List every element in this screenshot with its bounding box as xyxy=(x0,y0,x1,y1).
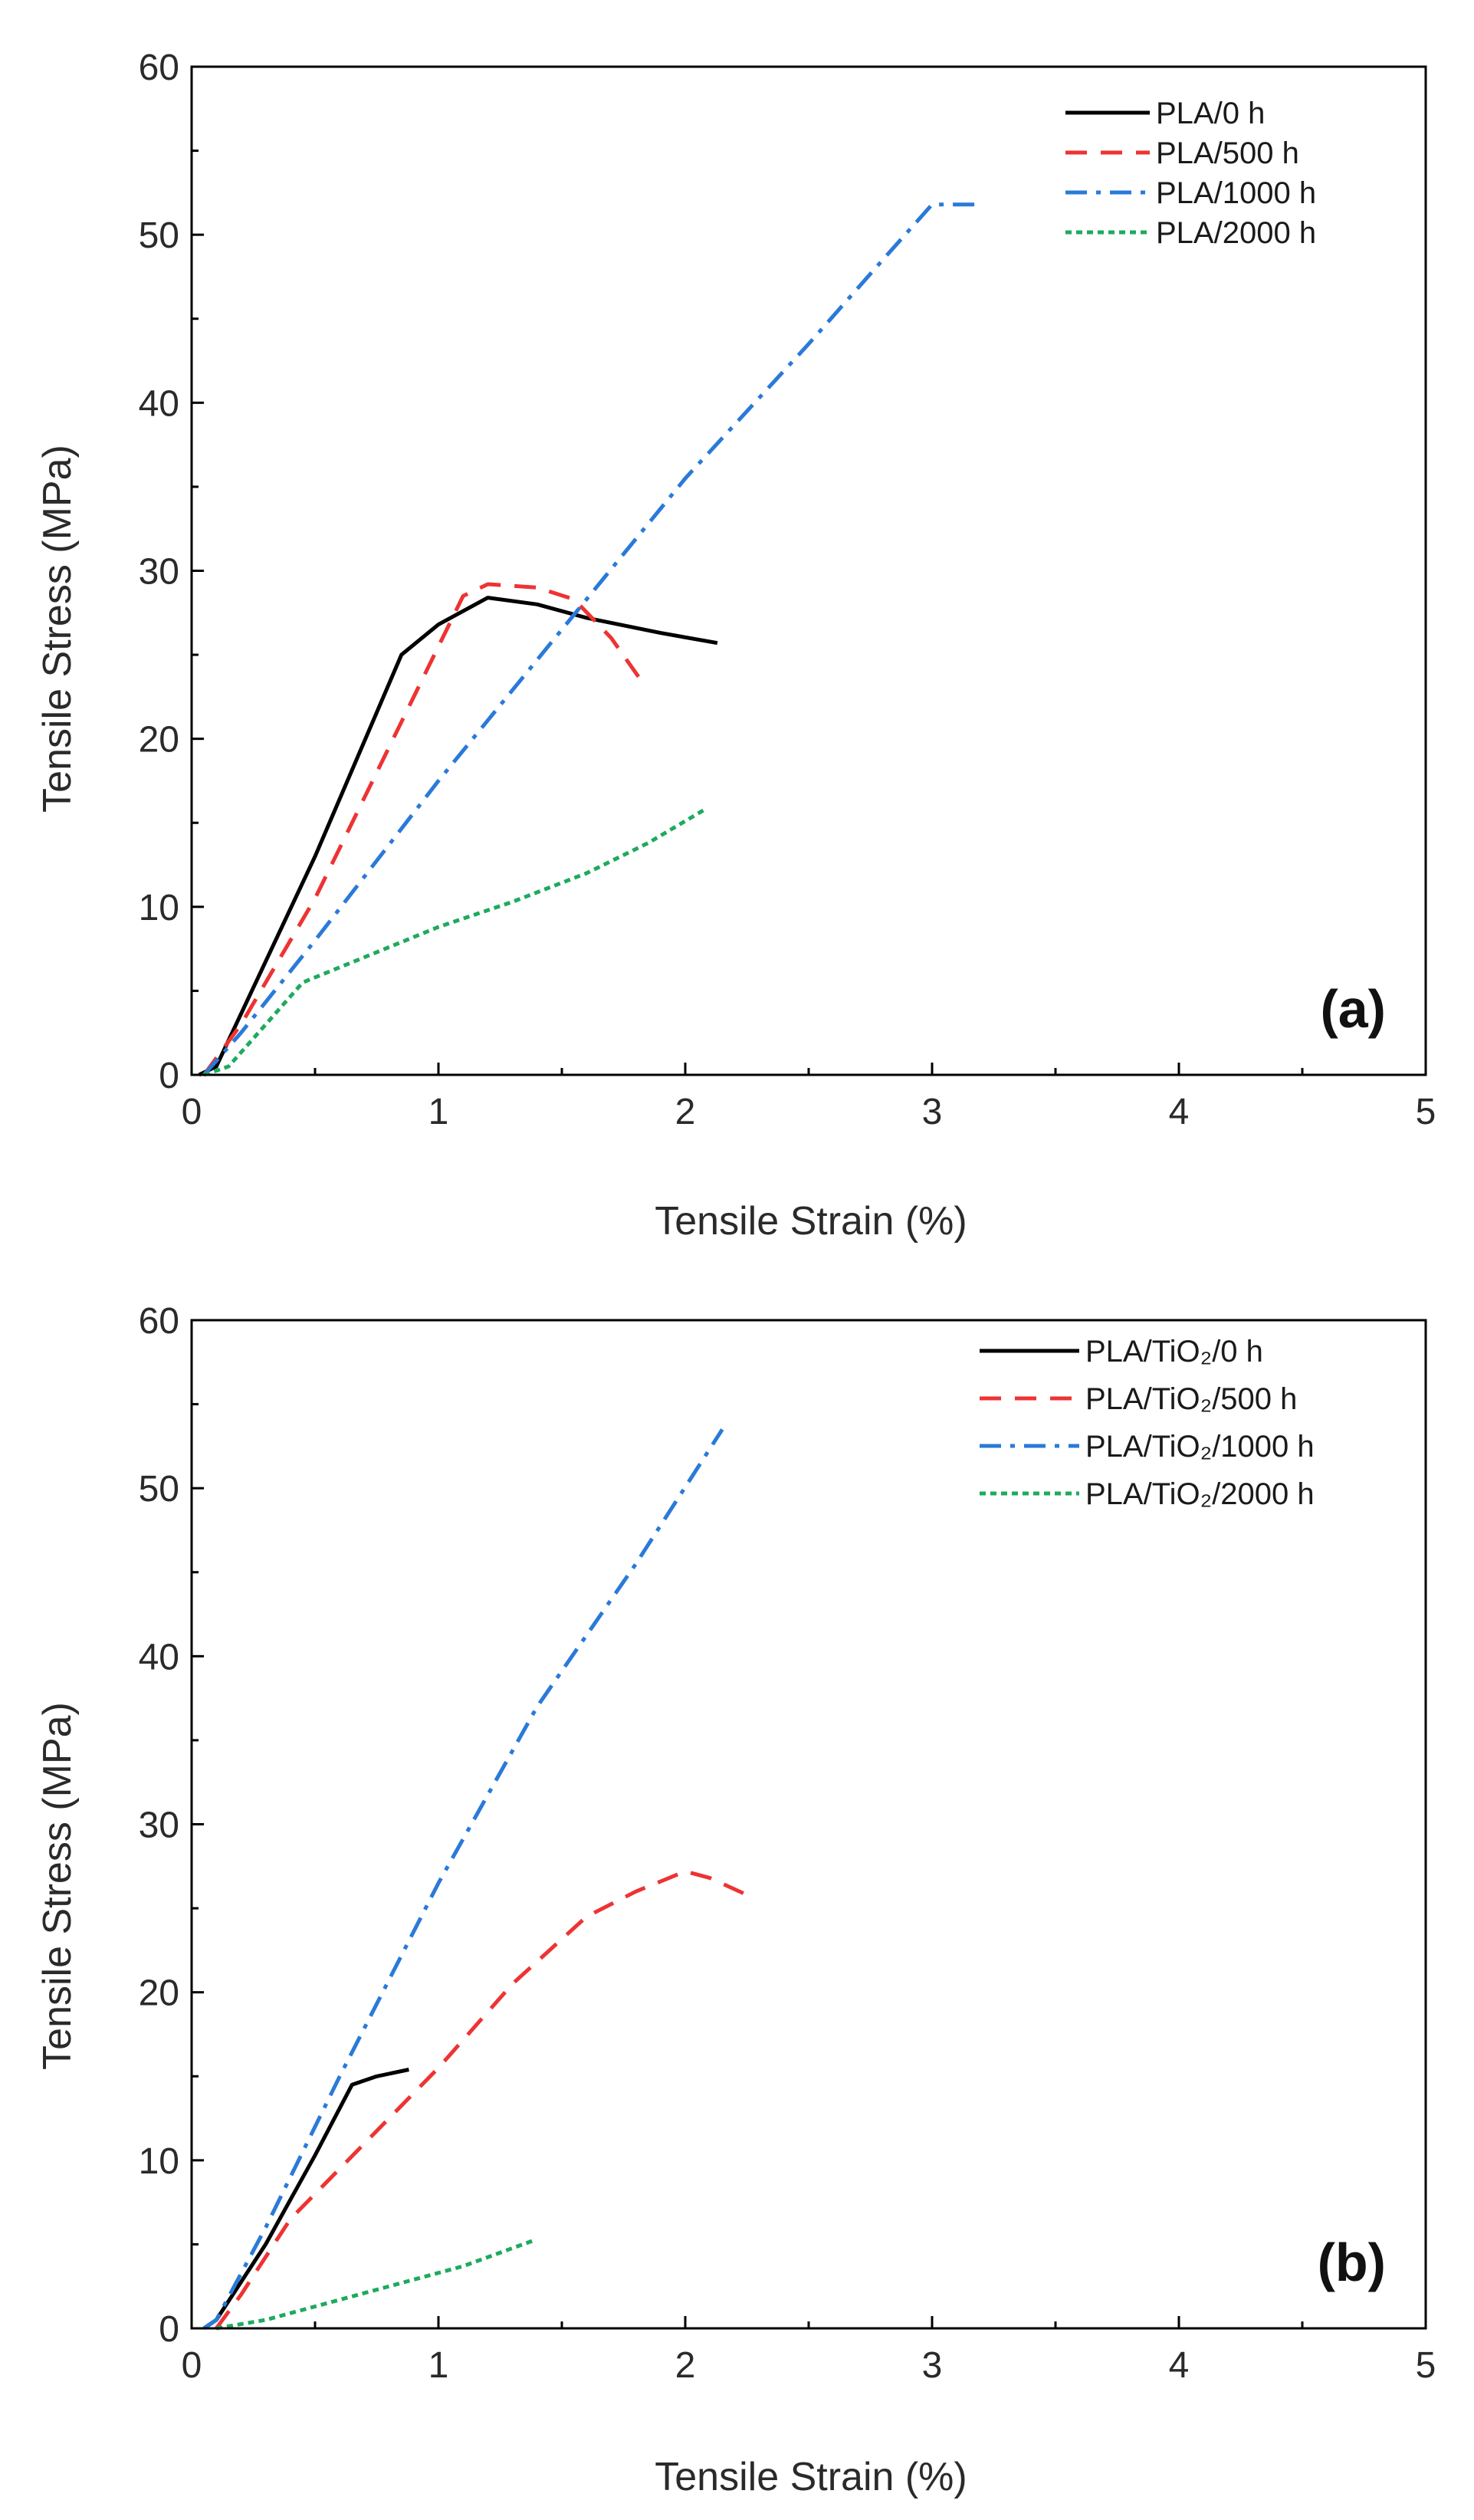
legend-label: PLA/0 h xyxy=(1156,97,1265,130)
y-tick-label: 10 xyxy=(139,2141,179,2182)
panel-label: (a) xyxy=(1320,979,1386,1039)
x-axis-title: Tensile Strain (%) xyxy=(655,2455,967,2499)
legend-label: PLA/2000 h xyxy=(1156,216,1316,250)
x-tick-label: 2 xyxy=(675,1092,696,1132)
series-line xyxy=(215,1869,748,2330)
x-tick-label: 1 xyxy=(428,2345,449,2386)
y-tick-label: 60 xyxy=(139,1301,179,1342)
y-tick-label: 30 xyxy=(139,1805,179,1846)
series-lines xyxy=(202,1428,748,2331)
y-tick-label: 50 xyxy=(139,215,179,256)
legend-label: PLA/TiO₂/1000 h xyxy=(1085,1430,1315,1464)
x-tick-label: 0 xyxy=(182,2345,202,2386)
series-line xyxy=(202,1428,724,2331)
y-tick-label: 30 xyxy=(139,552,179,593)
series-line xyxy=(202,582,643,1076)
x-tick-label: 0 xyxy=(182,1092,202,1132)
y-tick-label: 40 xyxy=(139,383,179,424)
y-tick-label: 20 xyxy=(139,720,179,761)
series-line xyxy=(203,807,707,1077)
panel-a: Tensile Stress (MPa) Tensile Strain (%) … xyxy=(35,48,1436,1244)
legend: PLA/0 h PLA/500 h PLA/1000 h PLA/2000 h xyxy=(1065,97,1316,250)
y-tick-label: 50 xyxy=(139,1469,179,1510)
series-line xyxy=(215,2239,533,2331)
plot-frame xyxy=(190,65,1427,1076)
panel-label: (b) xyxy=(1318,2233,1386,2292)
y-axis-title: Tensile Stress (MPa) xyxy=(35,445,80,813)
y-tick-label: 0 xyxy=(159,2309,179,2350)
x-tick-label: 3 xyxy=(922,2345,943,2386)
y-tick-label: 20 xyxy=(139,1973,179,2014)
x-tick-label: 5 xyxy=(1416,2345,1436,2386)
legend: PLA/TiO₂/0 h PLA/TiO₂/500 h PLA/TiO₂/1000 … xyxy=(980,1335,1315,1511)
x-tick-label: 5 xyxy=(1416,1092,1436,1132)
y-tick-label: 10 xyxy=(139,888,179,928)
panel-b: Tensile Stress (MPa) Tensile Strain (%) … xyxy=(35,1301,1436,2499)
plot-frame xyxy=(190,1319,1427,2330)
series-line xyxy=(198,596,718,1077)
x-tick-label: 3 xyxy=(922,1092,943,1132)
x-tick-label: 4 xyxy=(1169,1092,1190,1132)
x-axis-title: Tensile Strain (%) xyxy=(655,1199,967,1244)
y-axis-title: Tensile Stress (MPa) xyxy=(35,1702,80,2070)
legend-label: PLA/1000 h xyxy=(1156,176,1316,210)
x-tick-label: 1 xyxy=(428,1092,449,1132)
legend-label: PLA/500 h xyxy=(1156,136,1299,170)
series-lines xyxy=(198,202,982,1077)
y-tick-label: 60 xyxy=(139,48,179,88)
y-tick-label: 0 xyxy=(159,1056,179,1096)
x-tick-label: 4 xyxy=(1169,2345,1190,2386)
legend-label: PLA/TiO₂/2000 h xyxy=(1085,1477,1315,1511)
legend-label: PLA/TiO₂/0 h xyxy=(1085,1335,1263,1368)
legend-label: PLA/TiO₂/500 h xyxy=(1085,1382,1297,1416)
series-line xyxy=(202,202,982,1076)
x-tick-label: 2 xyxy=(675,2345,696,2386)
y-tick-label: 40 xyxy=(139,1637,179,1677)
